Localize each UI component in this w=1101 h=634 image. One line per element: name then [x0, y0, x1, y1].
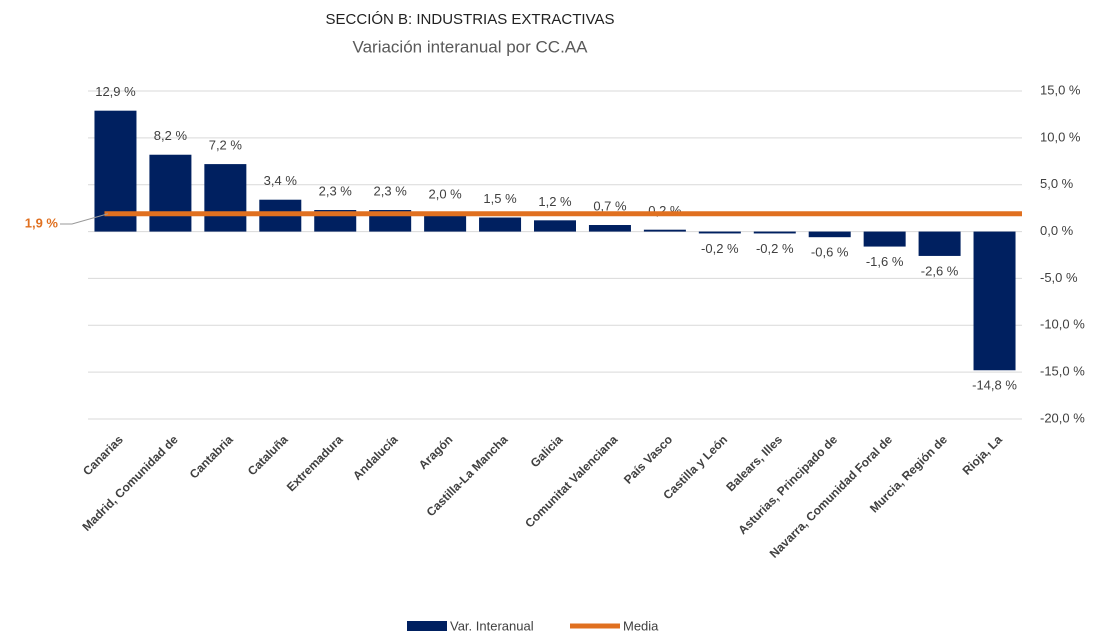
y-tick-label: -15,0 %	[1040, 364, 1085, 379]
x-tick-label: Extremadura	[284, 432, 346, 494]
legend-swatch	[407, 621, 447, 631]
y-tick-label: -10,0 %	[1040, 317, 1085, 332]
bar	[424, 212, 467, 232]
x-tick-label: Cantabria	[187, 432, 236, 481]
y-tick-label: 10,0 %	[1040, 129, 1081, 144]
bar	[863, 231, 906, 247]
bar	[918, 231, 961, 256]
y-tick-label: 5,0 %	[1040, 176, 1074, 191]
data-label: 1,5 %	[483, 191, 517, 206]
data-label: -0,2 %	[756, 241, 794, 256]
x-tick-label: Madrid, Comunidad de	[79, 432, 181, 534]
bar	[149, 154, 192, 232]
x-tick-label: Canarias	[80, 432, 126, 478]
x-tick-label: Aragón	[416, 432, 456, 472]
y-tick-label: -20,0 %	[1040, 410, 1085, 425]
bar	[588, 225, 631, 232]
x-tick-label: Comunitat Valenciana	[522, 432, 620, 530]
data-label: 3,4 %	[264, 173, 298, 188]
data-label: -0,2 %	[701, 241, 739, 256]
data-label: 2,3 %	[374, 183, 408, 198]
data-label: 0,7 %	[593, 198, 627, 213]
x-tick-label: Balears, Illes	[723, 432, 785, 494]
bar	[698, 231, 741, 234]
chart-title: SECCIÓN B: INDUSTRIAS EXTRACTIVAS	[326, 11, 615, 28]
bar	[204, 164, 247, 232]
legend-label: Var. Interanual	[450, 618, 534, 633]
x-tick-label: Asturias, Principado de	[735, 432, 840, 537]
data-label: -0,6 %	[811, 245, 849, 260]
y-tick-label: 0,0 %	[1040, 223, 1074, 238]
data-label: -14,8 %	[972, 378, 1017, 393]
x-tick-label: Andalucía	[350, 432, 401, 483]
y-tick-label: 15,0 %	[1040, 82, 1081, 97]
x-tick-label: Cataluña	[245, 432, 291, 478]
data-label: -1,6 %	[866, 254, 904, 269]
bar	[643, 229, 686, 232]
legend-label: Media	[623, 618, 659, 633]
data-label: 7,2 %	[209, 138, 243, 153]
chart-subtitle: Variación interanual por CC.AA	[353, 37, 589, 56]
bar	[479, 217, 522, 232]
bar	[753, 231, 796, 234]
data-label: 1,2 %	[538, 194, 572, 209]
bar	[534, 220, 576, 232]
leader-line	[60, 213, 109, 225]
x-tick-label: Rioja, La	[960, 432, 1005, 477]
data-label: 8,2 %	[154, 128, 188, 143]
bar	[973, 231, 1016, 371]
data-label: -2,6 %	[921, 263, 959, 278]
x-tick-label: País Vasco	[621, 432, 675, 486]
mean-label: 1,9 %	[25, 215, 59, 230]
data-label: 2,3 %	[319, 183, 353, 198]
data-label: 12,9 %	[95, 84, 136, 99]
y-tick-label: -5,0 %	[1040, 270, 1078, 285]
x-tick-label: Galicia	[528, 432, 566, 470]
bar	[808, 231, 851, 238]
data-label: 2,0 %	[428, 186, 462, 201]
